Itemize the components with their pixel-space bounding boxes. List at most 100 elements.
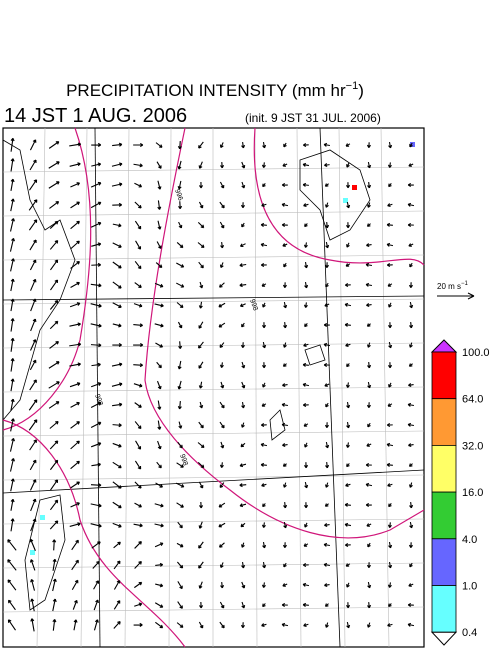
wind-arrow (282, 542, 287, 549)
wind-arrow (408, 243, 414, 247)
wind-arrow (220, 582, 225, 589)
colorbar-label: 1.0 (462, 581, 477, 593)
wind-arrow (30, 498, 37, 512)
wind-arrow (49, 341, 59, 349)
wind-arrow (28, 219, 38, 231)
wind-arrow (239, 483, 247, 488)
wind-arrow (69, 342, 82, 347)
wind-arrow (134, 402, 142, 408)
wind-arrow (70, 182, 81, 188)
wind-arrow (407, 422, 415, 427)
wind-arrow (197, 242, 205, 249)
wind-arrow (219, 621, 225, 629)
wind-arrow (241, 542, 245, 548)
wind-arrow (365, 502, 372, 507)
wind-arrow (302, 563, 309, 568)
wind-arrow (345, 382, 350, 388)
wind-arrow (69, 302, 81, 308)
wind-arrow (30, 518, 37, 532)
coastline (24, 494, 66, 611)
wind-arrow (219, 482, 225, 488)
wind-arrow (154, 303, 164, 308)
wind-arrow (9, 437, 15, 452)
wind-arrow (366, 303, 372, 308)
wind-arrow (48, 141, 60, 149)
wind-arrow (70, 261, 80, 269)
wind-arrow (303, 423, 309, 427)
wind-arrow (30, 618, 35, 632)
wind-arrow (197, 221, 205, 229)
wind-arrow (367, 182, 372, 189)
wind-arrow (408, 363, 413, 367)
pressure-contour (253, 127, 425, 266)
wind-arrow (10, 398, 15, 411)
wind-arrow (241, 561, 246, 569)
wind-arrow (346, 401, 351, 409)
wind-arrow (178, 201, 183, 210)
wind-arrow (113, 600, 121, 610)
wind-arrow (282, 363, 287, 367)
wind-arrow (49, 520, 59, 530)
wind-arrow (52, 578, 57, 592)
wind-arrow (10, 378, 15, 392)
colorbar-segment (431, 538, 457, 586)
wind-arrow (72, 599, 78, 610)
wind-arrow (198, 161, 203, 169)
wind-arrow (93, 580, 100, 590)
wind-arrow (282, 342, 287, 348)
wind-arrow (388, 503, 392, 508)
wind-arrow (388, 183, 392, 188)
wind-arrow (344, 283, 351, 288)
wind-arrow (344, 322, 351, 327)
wind-arrow (90, 201, 102, 209)
wind-arrow (134, 460, 142, 470)
wind-arrow (388, 302, 392, 308)
colorbar-segment (431, 351, 457, 400)
wind-arrow (134, 502, 142, 508)
valid-time: 14 JST 1 AUG. 2006 (4, 105, 187, 127)
wind-arrow (387, 403, 393, 407)
wind-arrow (239, 283, 247, 288)
wind-arrow (135, 440, 142, 450)
wind-arrow (112, 223, 122, 228)
wind-arrow (29, 159, 37, 171)
wind-arrow (323, 562, 331, 567)
wind-arrow (261, 203, 267, 207)
wind-arrow (346, 421, 351, 429)
wind-arrow (177, 400, 182, 410)
wind-arrow (409, 342, 413, 348)
wind-arrow (50, 259, 59, 271)
wind-arrow (366, 402, 371, 409)
wind-arrow (408, 443, 414, 448)
wind-arrow (345, 343, 351, 347)
wind-arrow (219, 221, 225, 229)
wind-arrow (134, 561, 142, 569)
wind-arrow (302, 182, 309, 187)
colorbar-segment (431, 491, 457, 540)
wind-arrow (219, 282, 225, 288)
wind-arrow (10, 358, 15, 372)
wind-arrow (176, 462, 184, 468)
wind-arrow (365, 482, 373, 487)
wind-arrow (219, 142, 224, 149)
wind-arrow (134, 182, 143, 188)
wind-arrow (261, 522, 266, 528)
wind-arrow (91, 142, 102, 147)
wind-arrow (197, 442, 205, 449)
wind-arrow (29, 139, 37, 151)
wind-arrow (177, 581, 183, 590)
wind-arrow (367, 622, 371, 628)
wind-arrow (218, 302, 226, 308)
wind-arrow (344, 302, 352, 307)
wind-arrow (409, 322, 414, 329)
wind-arrow (198, 561, 204, 569)
wind-arrow (220, 241, 225, 249)
wind-arrow (10, 418, 15, 432)
wind-arrow (240, 622, 245, 629)
wind-arrow (365, 262, 373, 267)
grid-line (338, 127, 346, 648)
wind-arrow (407, 622, 415, 627)
wind-arrow (133, 303, 143, 308)
wind-arrow (345, 143, 351, 147)
wind-arrow (409, 521, 414, 529)
